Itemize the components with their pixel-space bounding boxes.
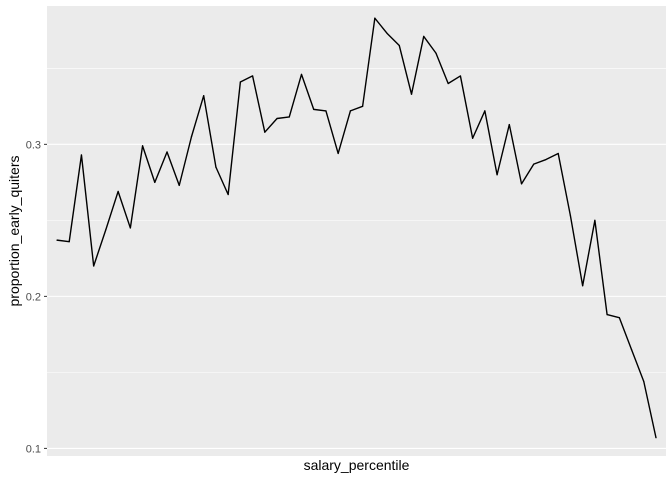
data-point-16 [239, 81, 241, 83]
data-point-27 [374, 17, 376, 19]
y-axis-tick-labels: 0.1 0.2 0.3 [26, 139, 41, 455]
data-point-19 [276, 117, 278, 120]
plot-panel [47, 6, 666, 456]
data-point-39 [520, 183, 523, 185]
major-gridlines [47, 143, 666, 449]
data-point-13 [203, 95, 205, 97]
data-point-42 [557, 152, 559, 155]
data-point-22 [313, 108, 315, 110]
data-point-9 [154, 181, 156, 183]
data-point-8 [141, 145, 144, 147]
data-point-7 [129, 227, 131, 229]
data-point-23 [325, 110, 327, 112]
data-point-46 [606, 314, 608, 316]
data-point-33 [447, 82, 449, 85]
data-point-44 [582, 285, 584, 287]
data-point-38 [508, 123, 510, 126]
data-points [56, 17, 657, 439]
data-point-21 [300, 73, 303, 76]
data-point-26 [362, 105, 364, 107]
data-point-43 [569, 215, 572, 217]
data-point-14 [215, 166, 217, 168]
data-point-24 [337, 152, 339, 155]
data-point-35 [472, 137, 474, 139]
data-point-3 [80, 154, 83, 156]
data-point-47 [618, 317, 620, 319]
y-axis-title: proportion_early_quiters [6, 156, 22, 307]
y-tick-label-0: 0.1 [26, 443, 41, 455]
data-point-6 [117, 190, 119, 193]
data-point-29 [398, 44, 400, 47]
series-line [56, 17, 657, 438]
data-point-50 [655, 437, 657, 439]
data-point-28 [386, 32, 388, 34]
x-axis-title: salary_percentile [304, 457, 410, 473]
data-point-48 [630, 348, 633, 351]
y-tick-label-2: 0.3 [26, 139, 41, 151]
data-point-34 [459, 75, 462, 77]
data-point-2 [68, 241, 70, 243]
data-point-31 [423, 35, 425, 38]
data-point-10 [166, 151, 168, 153]
data-point-30 [410, 93, 413, 95]
data-point-25 [349, 110, 351, 112]
data-point-20 [288, 116, 290, 118]
minor-gridlines [47, 68, 666, 373]
data-point-36 [484, 110, 486, 112]
data-point-1 [56, 239, 58, 241]
data-point-37 [496, 174, 498, 176]
data-point-32 [435, 52, 437, 54]
data-point-45 [594, 219, 596, 221]
data-point-18 [264, 131, 266, 133]
data-point-11 [178, 184, 180, 186]
data-point-15 [227, 193, 229, 196]
data-point-49 [643, 380, 645, 383]
data-point-17 [251, 75, 254, 77]
y-axis-ticks [44, 143, 47, 449]
data-point-12 [190, 136, 193, 138]
data-point-40 [533, 163, 535, 165]
y-tick-label-1: 0.2 [26, 291, 41, 303]
data-point-5 [105, 228, 107, 231]
data-point-41 [545, 158, 547, 161]
data-point-4 [93, 265, 95, 267]
